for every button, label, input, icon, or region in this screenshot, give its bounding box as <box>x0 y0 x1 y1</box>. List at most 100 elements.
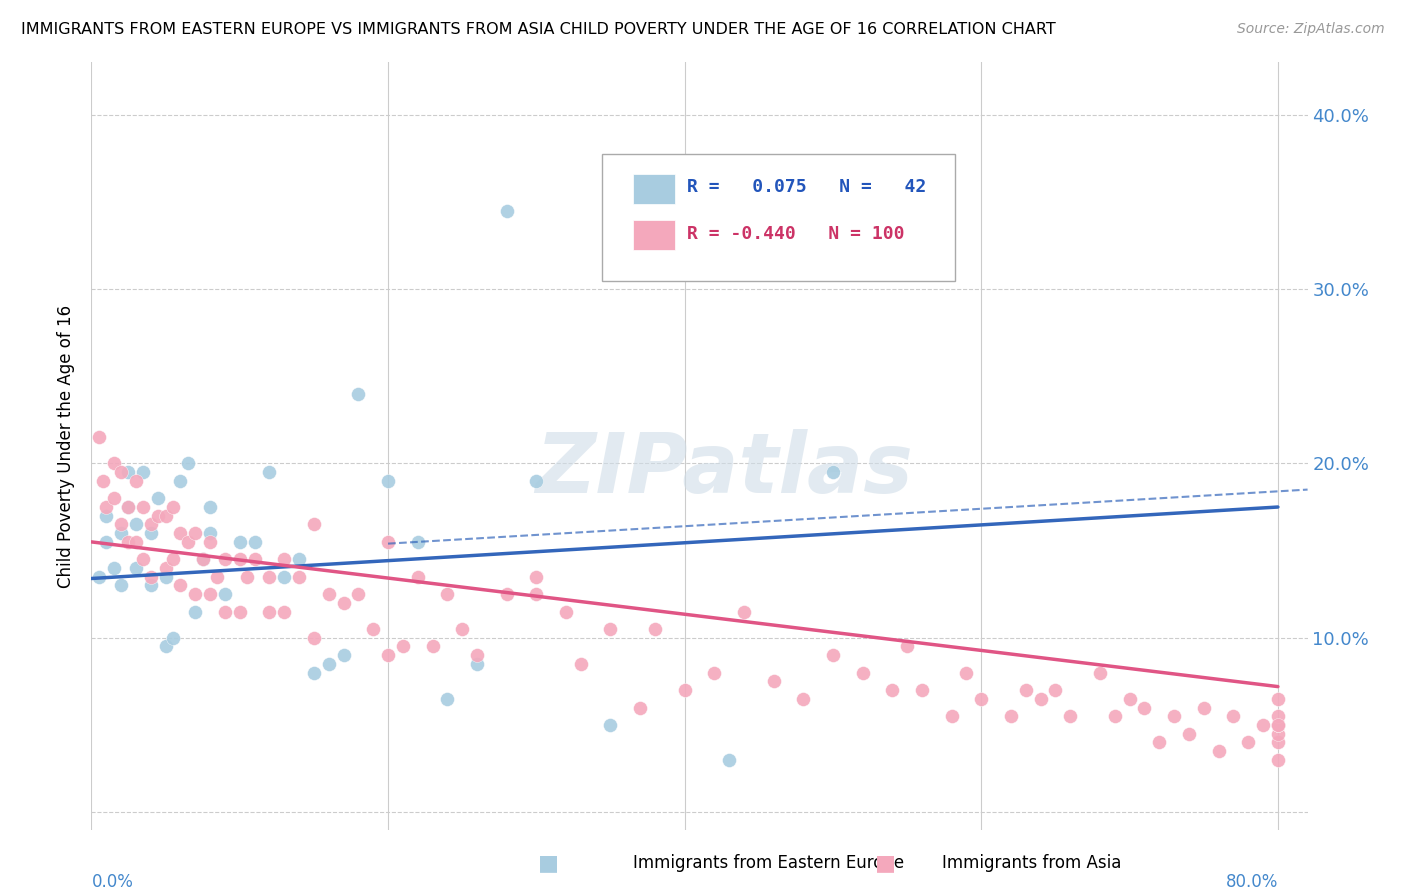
Point <box>733 605 755 619</box>
Point <box>451 622 474 636</box>
Text: Immigrants from Asia: Immigrants from Asia <box>942 855 1122 872</box>
Point <box>132 552 155 566</box>
Point <box>436 587 458 601</box>
Point <box>377 648 399 663</box>
Point <box>103 491 125 506</box>
Point <box>214 605 236 619</box>
Point <box>821 648 844 663</box>
Point <box>110 578 132 592</box>
Text: Source: ZipAtlas.com: Source: ZipAtlas.com <box>1237 22 1385 37</box>
Point <box>259 570 281 584</box>
Point <box>155 508 177 523</box>
Point <box>436 691 458 706</box>
Point <box>184 605 207 619</box>
Point <box>599 718 621 732</box>
Point <box>191 552 214 566</box>
Point <box>970 691 993 706</box>
Point <box>1251 718 1274 732</box>
Point <box>103 561 125 575</box>
Point <box>198 500 221 514</box>
Point <box>495 587 517 601</box>
Point <box>524 570 547 584</box>
Point <box>117 500 139 514</box>
Point <box>406 570 429 584</box>
Point <box>628 700 651 714</box>
Point <box>117 465 139 479</box>
Point <box>155 640 177 654</box>
Point <box>955 665 977 680</box>
Point <box>1104 709 1126 723</box>
Point <box>191 552 214 566</box>
Point <box>87 570 110 584</box>
Point <box>259 605 281 619</box>
FancyBboxPatch shape <box>633 174 675 204</box>
Point <box>125 474 148 488</box>
Point <box>644 622 666 636</box>
Point <box>1029 691 1052 706</box>
Point <box>214 587 236 601</box>
Point <box>162 631 184 645</box>
Point <box>1267 718 1289 732</box>
Point <box>177 534 200 549</box>
Point <box>555 605 578 619</box>
Point <box>1015 683 1038 698</box>
Point <box>198 526 221 541</box>
Point <box>273 570 295 584</box>
Point <box>125 517 148 532</box>
Point <box>1192 700 1215 714</box>
Point <box>228 534 250 549</box>
Point <box>184 587 207 601</box>
Point <box>207 570 229 584</box>
Point <box>422 640 444 654</box>
Point <box>288 570 311 584</box>
Point <box>347 386 370 401</box>
Point <box>406 534 429 549</box>
Point <box>125 534 148 549</box>
Point <box>792 691 814 706</box>
Point <box>495 203 517 218</box>
Point <box>1222 709 1244 723</box>
Point <box>1118 691 1140 706</box>
Point <box>718 753 741 767</box>
Point <box>392 640 415 654</box>
Point <box>599 622 621 636</box>
Point <box>1059 709 1081 723</box>
Point <box>1267 718 1289 732</box>
Point <box>1267 718 1289 732</box>
Point <box>1267 735 1289 749</box>
Point <box>155 561 177 575</box>
Point <box>318 657 340 671</box>
Point <box>228 605 250 619</box>
FancyBboxPatch shape <box>602 154 955 281</box>
Point <box>198 534 221 549</box>
Point <box>169 578 191 592</box>
Text: R = -0.440   N = 100: R = -0.440 N = 100 <box>688 225 905 243</box>
Point <box>243 534 266 549</box>
Text: ■: ■ <box>538 854 558 873</box>
Point <box>1267 753 1289 767</box>
Point <box>91 474 114 488</box>
Point <box>465 657 488 671</box>
Point <box>87 430 110 444</box>
Point <box>882 683 904 698</box>
Point <box>762 674 785 689</box>
Point <box>103 457 125 471</box>
Point <box>184 526 207 541</box>
Text: R =   0.075   N =   42: R = 0.075 N = 42 <box>688 178 927 196</box>
Point <box>139 517 162 532</box>
Point <box>1267 726 1289 740</box>
Point <box>169 474 191 488</box>
Point <box>703 665 725 680</box>
Point <box>273 605 295 619</box>
Point <box>243 552 266 566</box>
Point <box>132 465 155 479</box>
Point <box>198 587 221 601</box>
Point <box>1149 735 1171 749</box>
Point <box>941 709 963 723</box>
Point <box>155 570 177 584</box>
Point <box>1237 735 1260 749</box>
Point <box>146 491 169 506</box>
Text: 0.0%: 0.0% <box>91 873 134 891</box>
Point <box>332 648 354 663</box>
Point <box>110 526 132 541</box>
